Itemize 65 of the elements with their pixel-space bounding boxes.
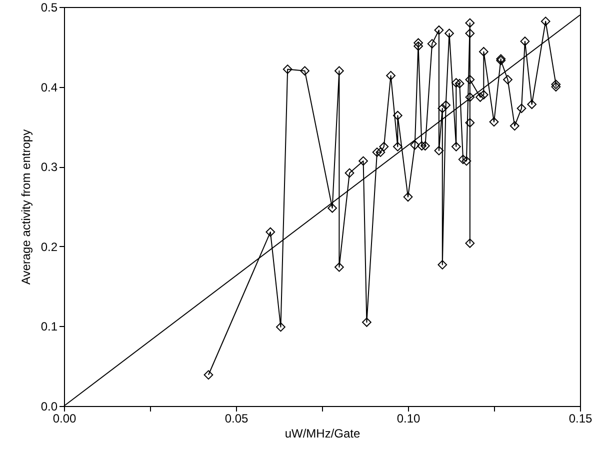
point	[434, 146, 444, 156]
x-tick-label: 0.10	[396, 412, 420, 426]
point	[465, 18, 475, 28]
point	[344, 168, 354, 178]
point	[540, 16, 550, 26]
point	[403, 192, 413, 202]
point	[420, 141, 430, 151]
point	[386, 70, 396, 80]
y-tick-label: 0.5	[40, 0, 58, 14]
point	[417, 141, 426, 151]
point	[376, 148, 386, 157]
point	[334, 66, 344, 76]
x-tick-label: 0.05	[224, 412, 248, 426]
point	[427, 39, 437, 48]
point	[414, 41, 424, 51]
point	[362, 318, 372, 327]
point	[551, 80, 561, 90]
point	[465, 238, 475, 248]
y-axis-title: Average activity from entropy	[18, 129, 33, 285]
point	[444, 28, 454, 38]
point	[266, 227, 276, 237]
point	[334, 262, 344, 272]
point	[527, 100, 537, 110]
x-tick-label: 0.00	[52, 412, 76, 426]
point	[434, 25, 444, 35]
point	[454, 78, 464, 88]
x-tick-label: 0.15	[568, 412, 592, 426]
y-tick-label: 0.1	[40, 320, 58, 334]
point	[476, 92, 485, 102]
point	[392, 142, 402, 152]
point	[438, 260, 448, 270]
point	[503, 74, 512, 84]
point	[438, 104, 448, 114]
y-tick-label: 0.4	[40, 80, 58, 94]
point	[392, 110, 402, 120]
point	[520, 36, 530, 46]
point	[441, 100, 451, 110]
point	[458, 154, 468, 164]
point	[462, 156, 472, 166]
point	[551, 82, 561, 92]
point	[204, 370, 214, 380]
point	[516, 104, 526, 114]
point	[465, 74, 475, 84]
point	[300, 66, 310, 76]
point	[478, 90, 488, 100]
y-tick-label: 0.0	[40, 400, 58, 414]
point	[328, 203, 338, 213]
y-tick-label: 0.3	[40, 160, 58, 174]
point	[451, 142, 461, 152]
point	[282, 64, 292, 74]
point	[451, 78, 461, 88]
point	[372, 148, 382, 157]
point	[358, 156, 368, 166]
point	[465, 92, 475, 102]
point	[510, 121, 520, 131]
y-tick-label: 0.2	[40, 240, 58, 254]
x-axis-title: uW/MHz/Gate	[284, 426, 360, 440]
point	[276, 322, 286, 332]
point	[379, 142, 389, 152]
point	[478, 47, 488, 56]
point	[465, 118, 475, 128]
point	[465, 28, 475, 38]
point	[414, 38, 424, 48]
point	[489, 117, 499, 127]
point	[410, 140, 420, 150]
